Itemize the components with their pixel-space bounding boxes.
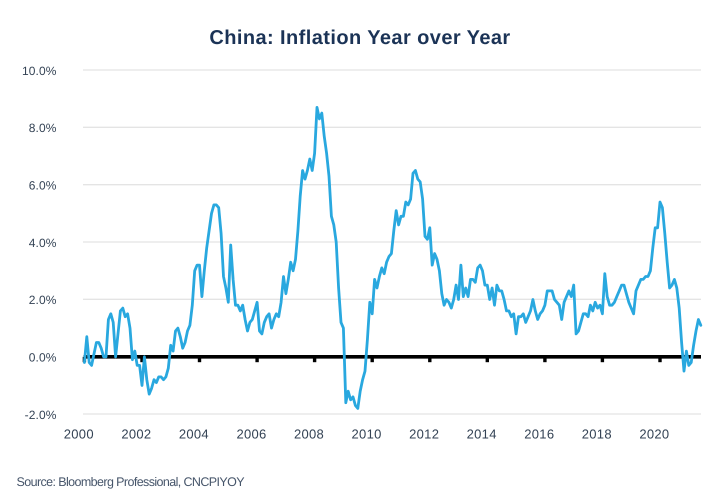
svg-text:Source: Bloomberg Professional: Source: Bloomberg Professional, CNCPIYOY [17,475,246,489]
svg-text:2002: 2002 [121,427,151,442]
svg-text:2010: 2010 [352,427,382,442]
svg-text:2008: 2008 [294,427,324,442]
svg-text:2006: 2006 [236,427,266,442]
svg-text:4.0%: 4.0% [29,236,57,250]
svg-text:0.0%: 0.0% [29,351,57,365]
svg-text:8.0%: 8.0% [29,121,57,135]
svg-text:2012: 2012 [409,427,439,442]
svg-text:2014: 2014 [467,427,497,442]
svg-text:10.0%: 10.0% [22,64,57,78]
svg-text:2004: 2004 [179,427,209,442]
svg-text:China: Inflation Year over Yea: China: Inflation Year over Year [209,27,510,49]
svg-text:-2.0%: -2.0% [25,408,57,422]
svg-text:2020: 2020 [639,427,669,442]
svg-text:2018: 2018 [582,427,612,442]
svg-text:2000: 2000 [64,427,94,442]
svg-text:6.0%: 6.0% [29,179,57,193]
svg-text:2016: 2016 [524,427,554,442]
svg-text:2.0%: 2.0% [29,293,57,307]
